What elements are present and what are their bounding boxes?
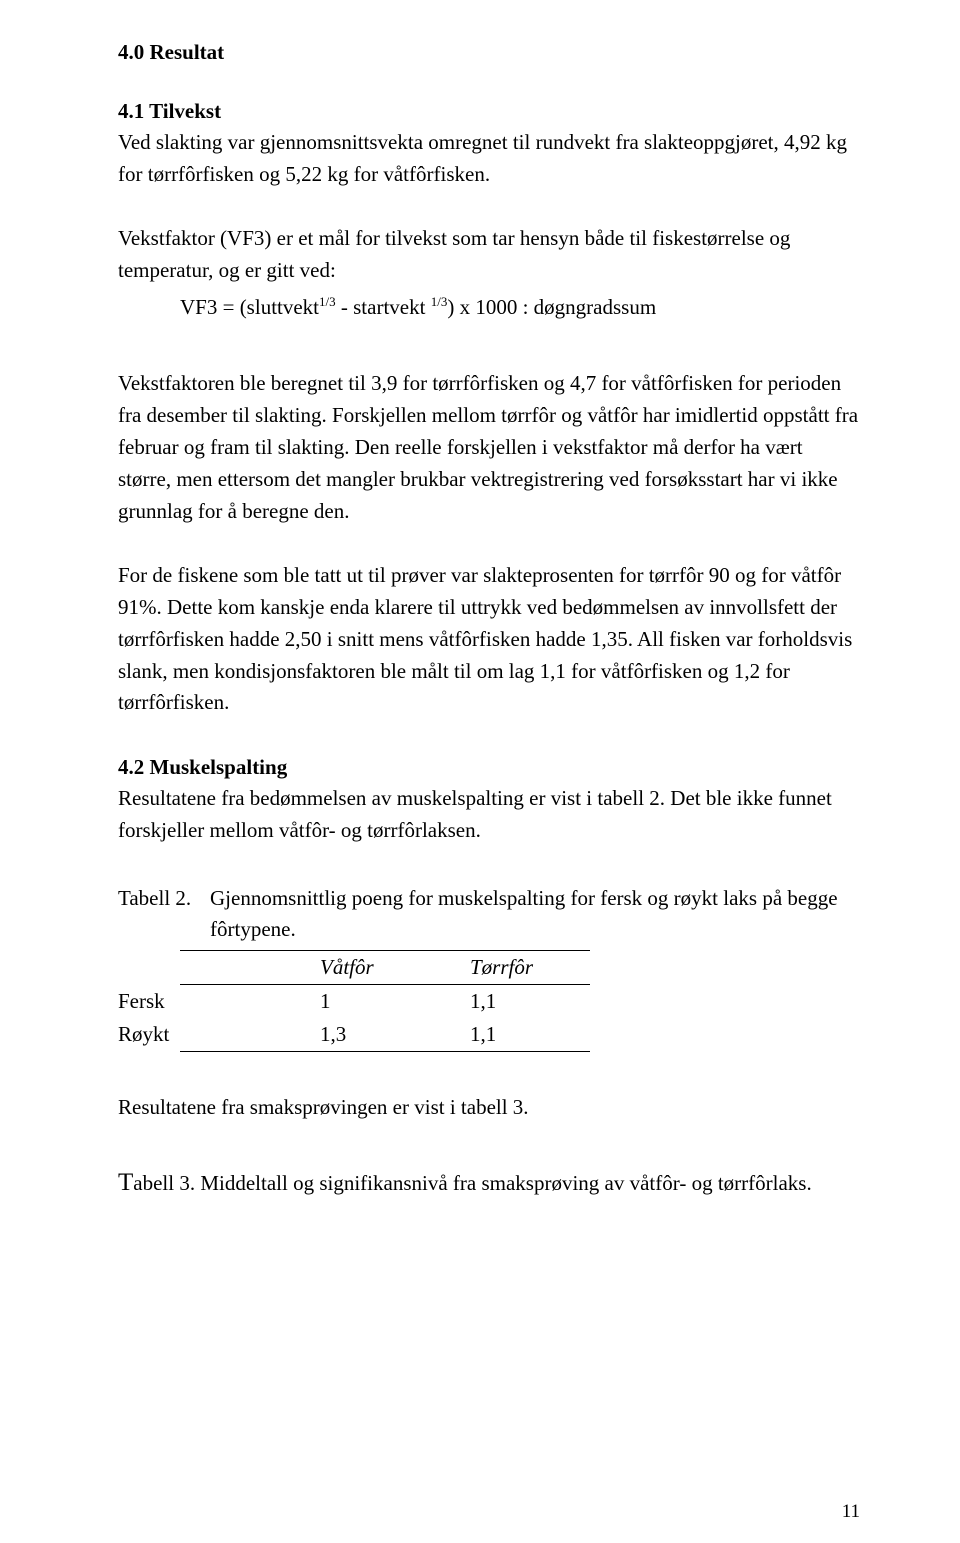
table-row: Røykt 1,3 1,1 [180, 1018, 590, 1052]
table2-row1-b: 1,1 [470, 1018, 590, 1052]
section-heading-4.1: 4.1 Tilvekst [118, 97, 860, 126]
paragraph-muskelspalting: Resultatene fra bedømmelsen av muskelspa… [118, 783, 860, 847]
table2-header-col-a: Våtfôr [320, 951, 470, 985]
table2-row0-a: 1 [320, 985, 470, 1019]
paragraph-vf3-desc: Vekstfaktor (VF3) er et mål for tilvekst… [118, 223, 860, 287]
formula-sup2: 1/3 [431, 294, 448, 309]
formula-suffix: ) x 1000 : døgngradssum [447, 295, 656, 319]
table2-row0-label: Fersk [118, 985, 258, 1019]
table2: Våtfôr Tørrfôr Fersk 1 1,1 Røykt 1,3 1,1 [180, 950, 590, 1052]
table2-row0-b: 1,1 [470, 985, 590, 1019]
table2-header-row: Våtfôr Tørrfôr [180, 951, 590, 985]
formula-vf3: VF3 = (sluttvekt1/3 - startvekt 1/3) x 1… [180, 292, 860, 324]
table2-row1-label: Røykt [118, 1018, 258, 1052]
formula-sup1: 1/3 [319, 294, 336, 309]
section-heading-4.2: 4.2 Muskelspalting [118, 753, 860, 782]
page-number: 11 [842, 1501, 860, 1523]
paragraph-4.1-intro: Ved slakting var gjennomsnittsvekta omre… [118, 127, 860, 191]
table2-row1-a: 1,3 [320, 1018, 470, 1052]
table3-caption-rest: abell 3. Middeltall og signifikansnivå f… [133, 1171, 811, 1195]
table3-caption: Tabell 3. Middeltall og signifikansnivå … [118, 1164, 860, 1202]
table2-caption: Tabell 2. Gjennomsnittlig poeng for musk… [118, 883, 860, 947]
paragraph-smaksproving: Resultatene fra smaksprøvingen er vist i… [118, 1092, 860, 1124]
section-heading-4.0: 4.0 Resultat [118, 38, 860, 67]
table3-caption-bigcap: T [118, 1169, 133, 1196]
paragraph-slakteprosent: For de fiskene som ble tatt ut til prøve… [118, 560, 860, 720]
formula-mid: - startvekt [336, 295, 431, 319]
document-page: 4.0 Resultat 4.1 Tilvekst Ved slakting v… [0, 0, 960, 1543]
table2-caption-text: Gjennomsnittlig poeng for muskelspalting… [210, 883, 860, 947]
table2-header-col-b: Tørrfôr [470, 951, 590, 985]
table2-caption-label: Tabell 2. [118, 883, 210, 947]
table2-header-blank [180, 951, 320, 985]
table-row: Fersk 1 1,1 [180, 985, 590, 1019]
formula-prefix: VF3 = (sluttvekt [180, 295, 319, 319]
paragraph-vekstfaktor: Vekstfaktoren ble beregnet til 3,9 for t… [118, 368, 860, 528]
